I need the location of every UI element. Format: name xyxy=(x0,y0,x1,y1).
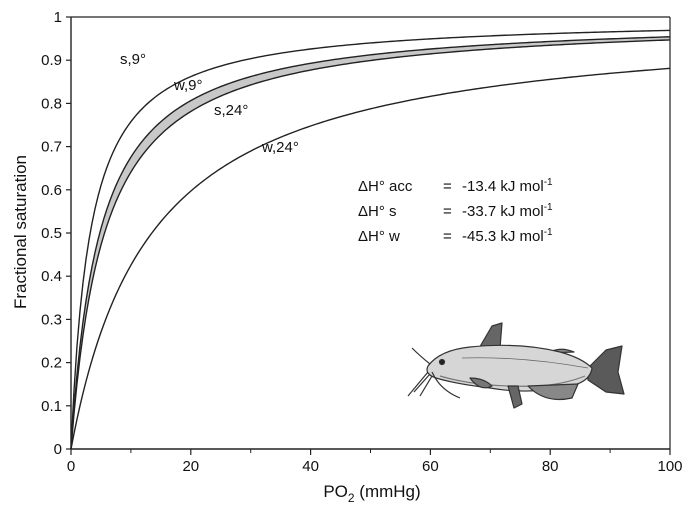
annotation-s-value: -33.7 kJ mol-1 xyxy=(462,202,553,220)
enthalpy-annotations: ΔH° acc = -13.4 kJ mol-1 ΔH° s = -33.7 k… xyxy=(358,177,553,245)
curve-w-9 xyxy=(70,36,671,450)
x-tick-label: 40 xyxy=(302,458,319,475)
catfish-body xyxy=(426,344,593,392)
annotation-s-label: ΔH° s xyxy=(358,203,397,220)
x-tick-label: 0 xyxy=(67,458,75,475)
axis-layer: 0 20 40 60 80 100 0 0.1 0.2 0.3 0.4 0.5 0.6 0.7 0.8 0.9… xyxy=(41,9,682,475)
y-tick-label: 0.1 xyxy=(41,398,62,415)
catfish-lateral-line xyxy=(461,357,589,369)
x-tick-label: 80 xyxy=(542,458,559,475)
curve-label-layer: s,9° w,9° s,24° w,24° xyxy=(120,51,299,156)
x-axis-title-subscript: 2 xyxy=(348,491,355,505)
annotation-w-superscript: -1 xyxy=(544,227,553,238)
catfish-illustration xyxy=(407,322,625,409)
y-tick-label: 0.4 xyxy=(41,268,62,285)
x-axis-title: PO2 (mmHg) xyxy=(323,482,420,505)
annotation-acc-superscript: -1 xyxy=(544,177,553,188)
x-axis-title-unit: (mmHg) xyxy=(355,482,421,501)
annotation-s-superscript: -1 xyxy=(544,202,553,213)
x-tick-label: 60 xyxy=(422,458,439,475)
curve-label: s,9° xyxy=(120,51,146,68)
y-tick-label: 0.6 xyxy=(41,182,62,199)
y-tick-label: 0.8 xyxy=(41,95,62,112)
annotation-acc-eq: = xyxy=(443,178,452,195)
catfish-anal-fin xyxy=(527,383,579,401)
x-axis-title-main: PO xyxy=(323,482,348,501)
curve-label: s,24° xyxy=(214,102,248,119)
annotation-w-value-text: -45.3 kJ mol xyxy=(462,228,544,245)
y-tick-label: 0 xyxy=(54,441,62,458)
catfish-pelvic-fin xyxy=(507,385,523,409)
curve-layer xyxy=(70,29,671,450)
annotation-w-value: -45.3 kJ mol-1 xyxy=(462,227,553,245)
y-axis-title: Fractional saturation xyxy=(11,155,30,309)
annotation-acc-value-text: -13.4 kJ mol xyxy=(462,178,544,195)
y-tick-label: 0.9 xyxy=(41,52,62,69)
catfish-barbel-upper xyxy=(411,347,431,365)
curve-label: w,9° xyxy=(173,77,203,94)
catfish-eye xyxy=(438,358,446,366)
catfish-barbel-chin-2 xyxy=(419,375,433,397)
y-tick-label: 0.2 xyxy=(41,355,62,372)
y-tick-label: 1 xyxy=(54,9,62,26)
catfish-barbel-chin-1 xyxy=(413,373,431,393)
y-tick-label: 0.7 xyxy=(41,139,62,156)
y-tick-label: 0.5 xyxy=(41,225,62,242)
curve-w-24 xyxy=(70,67,671,450)
curve-s-9 xyxy=(70,29,671,450)
catfish-pectoral-fin xyxy=(469,377,493,389)
annotation-w-eq: = xyxy=(443,228,452,245)
annotation-w-label: ΔH° w xyxy=(358,228,400,245)
annotation-acc-label: ΔH° acc xyxy=(358,178,413,195)
annotation-acc-value: -13.4 kJ mol-1 xyxy=(462,177,553,195)
catfish-barbel-chin-3 xyxy=(407,371,429,397)
annotation-s-eq: = xyxy=(443,203,452,220)
catfish-tail-fin xyxy=(587,345,625,395)
catfish-barbel-long xyxy=(431,371,461,399)
y-tick-label: 0.3 xyxy=(41,311,62,328)
curve-s-24 xyxy=(70,39,671,450)
curve-label: w,24° xyxy=(261,139,299,156)
x-tick-label: 20 xyxy=(182,458,199,475)
annotation-s-value-text: -33.7 kJ mol xyxy=(462,203,544,220)
x-tick-label: 100 xyxy=(657,458,682,475)
